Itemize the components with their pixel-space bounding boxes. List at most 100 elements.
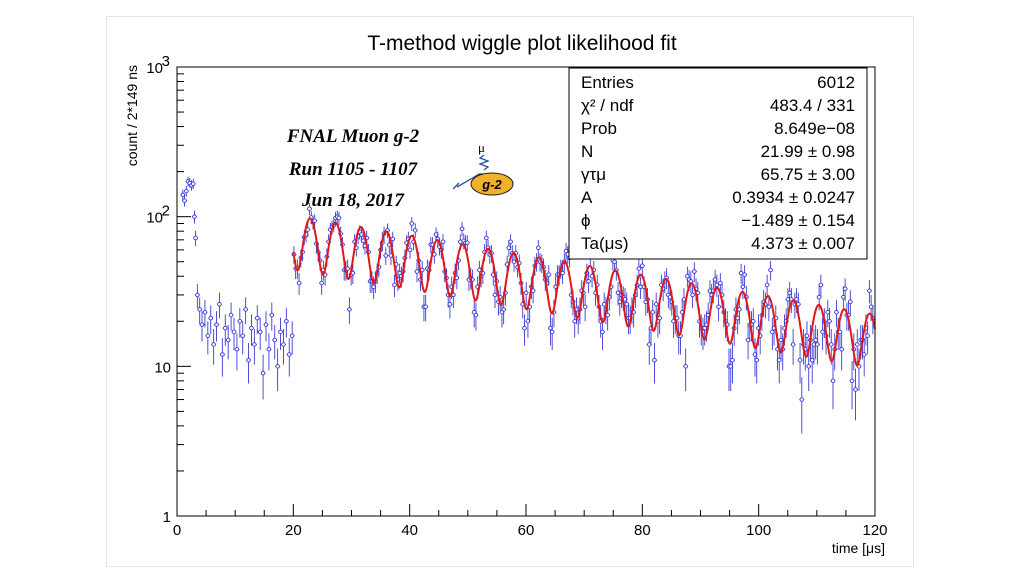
- data-point: [191, 181, 196, 186]
- data-point: [794, 297, 799, 302]
- data-point: [307, 206, 312, 211]
- data-point: [211, 342, 216, 347]
- data-point: [586, 279, 591, 284]
- y-tick-label: 10: [146, 60, 163, 77]
- data-point: [548, 325, 553, 331]
- y-tick-label: 1: [163, 509, 171, 526]
- x-tick-label: 0: [173, 522, 181, 539]
- data-point: [284, 319, 289, 324]
- data-point: [868, 304, 874, 310]
- data-point: [182, 198, 187, 203]
- data-point: [636, 266, 642, 271]
- data-point: [423, 304, 428, 310]
- data-point: [257, 329, 263, 335]
- data-point: [392, 282, 397, 288]
- data-point: [281, 342, 286, 347]
- data-point: [855, 342, 860, 347]
- stat-value: 8.649e−08: [774, 119, 855, 138]
- stat-value: 21.99 ± 0.98: [761, 142, 855, 161]
- data-point: [804, 333, 810, 339]
- data-point: [371, 284, 376, 290]
- data-point: [853, 387, 858, 392]
- stat-label: Entries: [581, 73, 634, 92]
- y-tick-label: 10: [154, 359, 171, 376]
- data-point: [347, 307, 352, 312]
- stats-rows: Entries 6012 χ² / ndf 483.4 / 331 Prob 8.649e…: [581, 73, 855, 253]
- data-point: [184, 188, 189, 194]
- data-point: [816, 294, 822, 300]
- data-point: [465, 240, 470, 245]
- data-point: [777, 357, 782, 363]
- data-point: [650, 309, 655, 315]
- data-point: [615, 290, 621, 296]
- data-point: [806, 364, 811, 369]
- data-point: [220, 352, 225, 357]
- x-tick-label: 100: [746, 522, 771, 539]
- data-point: [718, 280, 723, 286]
- chart-title: T-method wiggle plot likelihood fit: [367, 32, 676, 55]
- data-point: [827, 319, 832, 324]
- data-point: [778, 337, 784, 343]
- data-point: [647, 342, 652, 347]
- stat-value: −1.489 ± 0.154: [741, 211, 855, 230]
- run-annotation: FNAL Muon g-2 Run 1105 - 1107 Jun 18, 20…: [286, 126, 420, 211]
- data-point: [764, 282, 770, 288]
- data-point: [440, 239, 446, 244]
- data-point: [742, 272, 747, 277]
- wiggle-plot: T-method wiggle plot likelihood fit 0 20 4…: [124, 32, 888, 556]
- data-point: [834, 309, 839, 315]
- data-point: [407, 247, 413, 253]
- data-point: [751, 319, 756, 324]
- data-point: [830, 378, 836, 384]
- data-point: [841, 294, 846, 300]
- y-tick-exponent: 3: [162, 53, 170, 70]
- data-point: [199, 322, 205, 327]
- x-tick-label: 20: [285, 522, 302, 539]
- data-point: [617, 299, 623, 305]
- data-point: [255, 315, 260, 321]
- data-point: [601, 301, 607, 307]
- plot-frame: [176, 66, 876, 517]
- data-point: [839, 347, 844, 352]
- data-point: [692, 269, 697, 274]
- muon-symbol: μ: [478, 140, 485, 155]
- data-point: [390, 236, 395, 242]
- data-point: [728, 364, 733, 369]
- data-point: [246, 357, 251, 363]
- data-point: [180, 192, 186, 198]
- data-point: [797, 357, 803, 363]
- data-point: [842, 286, 848, 291]
- data-point: [225, 337, 231, 343]
- data-point: [712, 277, 718, 282]
- data-point: [266, 347, 272, 352]
- stats-box-frame: [568, 67, 868, 260]
- data-point: [228, 312, 234, 318]
- data-point: [240, 333, 245, 339]
- stat-label: χ² / ndf: [581, 96, 634, 115]
- stat-value: 0.3934 ± 0.0247: [732, 188, 855, 207]
- data-point: [849, 378, 855, 384]
- stat-value: 6012: [817, 73, 855, 92]
- data-point: [223, 325, 228, 331]
- data-point: [813, 337, 818, 343]
- data-point: [459, 226, 465, 232]
- stat-label: A: [581, 188, 593, 207]
- stat-value: 483.4 / 331: [770, 96, 855, 115]
- data-point: [197, 307, 202, 312]
- data-point: [447, 301, 453, 307]
- data-point: [560, 270, 565, 276]
- data-point: [193, 235, 198, 241]
- data-point: [234, 347, 240, 352]
- data-point: [612, 259, 617, 264]
- data-point: [508, 239, 513, 244]
- data-point: [848, 299, 853, 305]
- stat-label: N: [581, 142, 593, 161]
- data-point: [263, 322, 269, 327]
- g2-ellipse-icon: [470, 172, 514, 196]
- data-point: [252, 342, 257, 347]
- data-point: [770, 329, 775, 335]
- data-point: [714, 282, 720, 288]
- data-point: [522, 325, 527, 331]
- data-point: [414, 269, 420, 274]
- data-point: [243, 307, 248, 312]
